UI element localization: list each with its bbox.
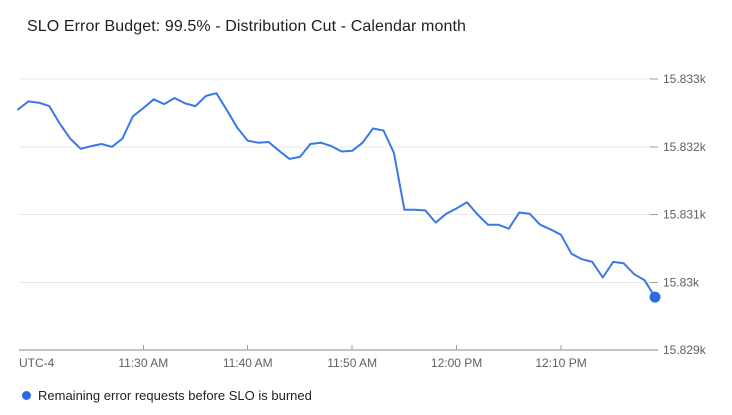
y-tick-label: 15.833k — [663, 72, 707, 86]
y-tick-label: 15.832k — [663, 140, 707, 154]
legend: Remaining error requests before SLO is b… — [22, 387, 312, 404]
y-axis-ticks — [650, 78, 658, 283]
x-tick-label: 11:50 AM — [327, 356, 377, 370]
x-tick-label: 11:40 AM — [223, 356, 273, 370]
legend-series-label: Remaining error requests before SLO is b… — [38, 388, 312, 403]
series-color-dot-icon — [22, 391, 31, 400]
timezone-label: UTC-4 — [19, 356, 55, 370]
y-axis-labels: 15.829k 15.83k 15.831k 15.832k 15.833k — [663, 72, 707, 357]
series-polyline — [17, 92, 656, 299]
x-tick-label: 12:10 PM — [535, 356, 586, 370]
gridlines — [19, 78, 658, 351]
series-line-group — [17, 92, 661, 303]
y-tick-label: 15.829k — [663, 343, 707, 357]
y-tick-label: 15.83k — [663, 275, 700, 289]
x-axis — [142, 345, 562, 350]
y-tick-label: 15.831k — [663, 208, 707, 222]
series-end-dot — [649, 291, 661, 303]
x-axis-labels: 11:30 AM 11:40 AM 11:50 AM 12:00 PM 12:10 PM… — [19, 356, 587, 370]
x-tick-label: 12:00 PM — [431, 356, 482, 370]
chart-title: SLO Error Budget: 99.5% - Distribution C… — [27, 18, 466, 35]
x-tick-label: 11:30 AM — [118, 356, 168, 370]
